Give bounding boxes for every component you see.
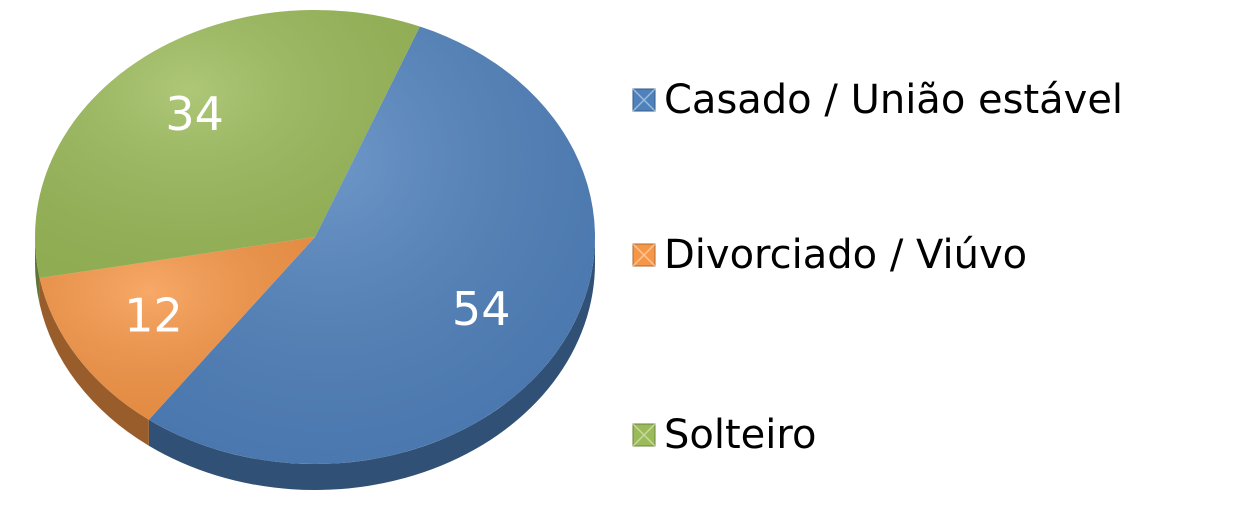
legend: Casado / União estável Divorciado / Viúvo… [632,77,1123,458]
legend-label: Casado / União estável [664,77,1123,123]
legend-swatch [632,243,656,267]
legend-swatch-shine [632,423,656,447]
legend-label: Divorciado / Viúvo [664,232,1027,278]
slice-shine [35,10,420,278]
slice-shine [148,26,595,464]
legend-swatch [632,423,656,447]
data-label: 12 [124,288,183,342]
data-label: 54 [452,282,511,336]
slice-side [148,237,595,490]
legend-swatch-shine [632,88,656,112]
slice-shine [39,237,316,420]
pie: 54 12 34 [35,10,595,490]
legend-swatch [632,88,656,112]
slice-side [35,237,40,304]
data-label: 34 [165,87,224,141]
legend-label: Solteiro [664,412,816,458]
slice-side [39,277,149,446]
legend-swatch-shine [632,243,656,267]
